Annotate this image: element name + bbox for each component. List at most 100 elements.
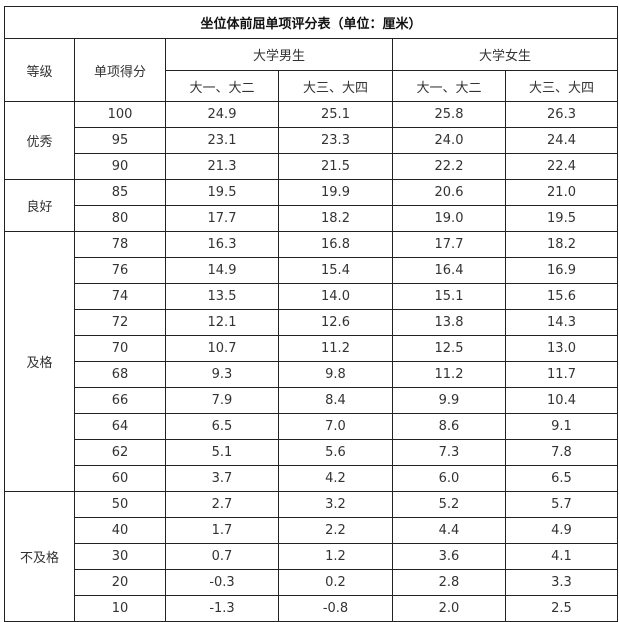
value-cell: 19.0 <box>392 205 506 232</box>
grade-cell: 良好 <box>4 179 75 232</box>
value-cell: 16.9 <box>504 257 619 284</box>
score-cell: 74 <box>74 283 166 310</box>
value-cell: 6.5 <box>504 465 619 492</box>
value-cell: 15.1 <box>392 283 506 310</box>
value-cell: 22.4 <box>504 153 619 180</box>
value-cell: 4.1 <box>504 543 619 570</box>
value-cell: -0.3 <box>165 569 279 596</box>
value-cell: 17.7 <box>165 205 279 232</box>
score-cell: 64 <box>74 413 166 440</box>
value-cell: 7.9 <box>165 387 279 414</box>
value-cell: -1.3 <box>165 595 279 622</box>
header-score: 单项得分 <box>74 38 166 102</box>
table-row: 20 -0.3 0.2 2.8 3.3 <box>5 569 619 596</box>
table-row: 良好 85 19.5 19.9 20.6 21.0 <box>4 179 619 232</box>
score-table: 坐位体前屈单项评分表（单位：厘米） 等级 单项得分 大学男生 大学女生 大一、大… <box>3 6 619 622</box>
table-row: 不及格 50 2.7 3.2 5.2 5.7 <box>4 491 619 622</box>
table-row: 68 9.3 9.8 11.2 11.7 <box>5 361 619 388</box>
value-cell: 6.0 <box>392 465 506 492</box>
score-cell: 70 <box>74 335 166 362</box>
value-cell: 7.3 <box>392 439 506 466</box>
value-cell: 14.3 <box>504 309 619 336</box>
value-cell: 15.6 <box>504 283 619 310</box>
value-cell: 11.2 <box>278 335 393 362</box>
score-cell: 40 <box>74 517 166 544</box>
value-cell: 5.1 <box>165 439 279 466</box>
table-row: 优秀 100 24.9 25.1 25.8 26.3 <box>4 101 619 180</box>
value-cell: 17.7 <box>392 231 506 258</box>
value-cell: 21.0 <box>504 179 619 206</box>
value-cell: 13.8 <box>392 309 506 336</box>
table-row: 62 5.1 5.6 7.3 7.8 <box>5 439 619 466</box>
value-cell: 1.7 <box>165 517 279 544</box>
value-cell: 1.2 <box>278 543 393 570</box>
score-cell: 90 <box>74 153 166 180</box>
header-female-year12: 大一、大二 <box>392 70 506 102</box>
table-row: 60 3.7 4.2 6.0 6.5 <box>5 465 619 492</box>
value-cell: 18.2 <box>504 231 619 258</box>
header-male-year34: 大三、大四 <box>278 70 393 102</box>
table-row: 95 23.1 23.3 24.0 24.4 <box>5 127 619 154</box>
value-cell: 6.5 <box>165 413 279 440</box>
value-cell: 5.7 <box>504 491 619 518</box>
table-body: 优秀 100 24.9 25.1 25.8 26.3 95 23.1 23.3 24.0 24.4 9… <box>4 101 619 622</box>
value-cell: 21.3 <box>165 153 279 180</box>
score-cell: 80 <box>74 205 166 232</box>
header-grade: 等级 <box>4 38 75 102</box>
value-cell: 18.2 <box>278 205 393 232</box>
score-cell: 62 <box>74 439 166 466</box>
score-cell: 50 <box>74 491 166 518</box>
value-cell: 19.9 <box>278 179 393 206</box>
value-cell: 8.4 <box>278 387 393 414</box>
value-cell: 9.9 <box>392 387 506 414</box>
table-row: 72 12.1 12.6 13.8 14.3 <box>5 309 619 336</box>
value-cell: 24.0 <box>392 127 506 154</box>
value-cell: 4.9 <box>504 517 619 544</box>
value-cell: 25.8 <box>392 101 506 128</box>
value-cell: 22.2 <box>392 153 506 180</box>
value-cell: 0.7 <box>165 543 279 570</box>
value-cell: 15.4 <box>278 257 393 284</box>
value-cell: 21.5 <box>278 153 393 180</box>
grade-cell: 不及格 <box>4 491 75 622</box>
value-cell: 3.3 <box>504 569 619 596</box>
value-cell: 25.1 <box>278 101 393 128</box>
value-cell: 9.8 <box>278 361 393 388</box>
value-cell: 3.2 <box>278 491 393 518</box>
table-row: 40 1.7 2.2 4.4 4.9 <box>5 517 619 544</box>
value-cell: 20.6 <box>392 179 506 206</box>
value-cell: 16.4 <box>392 257 506 284</box>
value-cell: 16.3 <box>165 231 279 258</box>
value-cell: 23.1 <box>165 127 279 154</box>
value-cell: 4.4 <box>392 517 506 544</box>
value-cell: 3.6 <box>392 543 506 570</box>
value-cell: 8.6 <box>392 413 506 440</box>
score-cell: 60 <box>74 465 166 492</box>
value-cell: 4.2 <box>278 465 393 492</box>
value-cell: 19.5 <box>165 179 279 206</box>
value-cell: 0.2 <box>278 569 393 596</box>
value-cell: 9.3 <box>165 361 279 388</box>
table-row: 10 -1.3 -0.8 2.0 2.5 <box>5 595 619 622</box>
value-cell: 2.7 <box>165 491 279 518</box>
value-cell: 7.0 <box>278 413 393 440</box>
value-cell: 23.3 <box>278 127 393 154</box>
table-row: 80 17.7 18.2 19.0 19.5 <box>5 205 619 232</box>
table-row: 74 13.5 14.0 15.1 15.6 <box>5 283 619 310</box>
table-row: 64 6.5 7.0 8.6 9.1 <box>5 413 619 440</box>
value-cell: 13.0 <box>504 335 619 362</box>
value-cell: 12.5 <box>392 335 506 362</box>
table-row: 90 21.3 21.5 22.2 22.4 <box>5 153 619 180</box>
header-female-year34: 大三、大四 <box>504 70 619 102</box>
score-cell: 85 <box>74 179 166 206</box>
table-row: 66 7.9 8.4 9.9 10.4 <box>5 387 619 414</box>
value-cell: 2.2 <box>278 517 393 544</box>
value-cell: 19.5 <box>504 205 619 232</box>
value-cell: 24.4 <box>504 127 619 154</box>
value-cell: 11.7 <box>504 361 619 388</box>
table-row: 30 0.7 1.2 3.6 4.1 <box>5 543 619 570</box>
table-row: 及格 78 16.3 16.8 17.7 18.2 <box>4 231 619 492</box>
value-cell: -0.8 <box>278 595 393 622</box>
table-row: 76 14.9 15.4 16.4 16.9 <box>5 257 619 284</box>
score-cell: 78 <box>74 231 166 258</box>
